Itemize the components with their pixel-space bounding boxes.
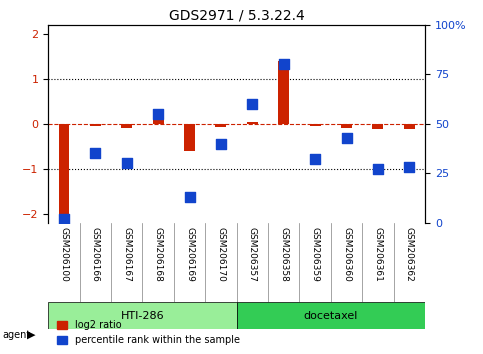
Point [155,111,162,117]
Text: agent: agent [2,330,30,339]
Text: GSM206166: GSM206166 [91,227,100,282]
FancyBboxPatch shape [237,302,425,329]
Bar [341,124,352,128]
Text: GSM206359: GSM206359 [311,227,320,282]
Point [374,166,382,172]
Text: GSM206170: GSM206170 [216,227,226,282]
Legend: log2 ratio, percentile rank within the sample: log2 ratio, percentile rank within the s… [53,316,243,349]
Point [123,161,130,166]
Text: GSM206361: GSM206361 [373,227,383,282]
Text: GSM206360: GSM206360 [342,227,351,282]
Bar [278,61,289,124]
Point [185,194,193,200]
Point [60,216,68,222]
Title: GDS2971 / 5.3.22.4: GDS2971 / 5.3.22.4 [169,8,305,22]
Bar [121,124,132,128]
Point [92,151,99,156]
Bar [58,124,70,214]
Point [217,141,225,147]
Bar [153,115,164,124]
Bar [404,124,415,129]
Text: GSM206167: GSM206167 [122,227,131,282]
Point [249,101,256,107]
Point [280,62,288,67]
Text: GSM206100: GSM206100 [59,227,69,282]
Text: GSM206169: GSM206169 [185,227,194,282]
Text: GSM206168: GSM206168 [154,227,163,282]
Text: GSM206362: GSM206362 [405,227,414,281]
Text: ▶: ▶ [27,330,35,339]
Text: GSM206357: GSM206357 [248,227,257,282]
Point [343,135,351,141]
Bar [90,124,101,126]
Text: GSM206358: GSM206358 [279,227,288,282]
Point [406,165,413,170]
FancyBboxPatch shape [48,302,237,329]
Bar [310,124,321,126]
Point [312,156,319,162]
Bar [247,121,258,124]
Text: HTI-286: HTI-286 [121,310,164,321]
Bar [372,124,384,129]
Text: docetaxel: docetaxel [304,310,358,321]
Bar [215,124,227,127]
Bar [184,124,195,151]
